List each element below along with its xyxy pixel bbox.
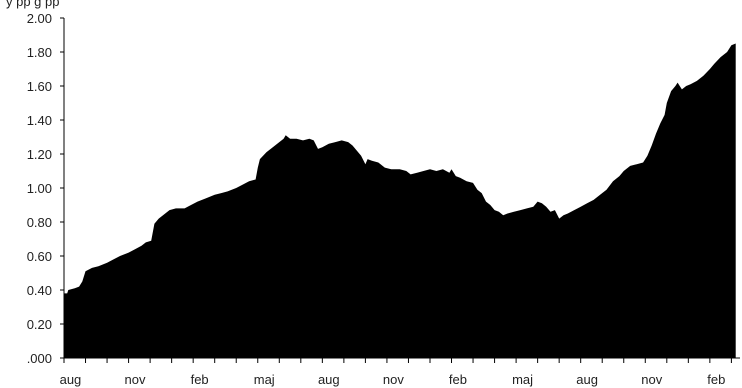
x-tick-label: maj bbox=[512, 372, 533, 387]
x-tick-label: aug bbox=[318, 372, 340, 387]
y-tick-label: 1.00 bbox=[27, 181, 52, 196]
y-tick-label: 0.80 bbox=[27, 215, 52, 230]
x-tick-label: feb bbox=[707, 372, 725, 387]
y-tick-label: 1.40 bbox=[27, 113, 52, 128]
y-tick-label: 0.40 bbox=[27, 283, 52, 298]
y-tick-label: 1.20 bbox=[27, 147, 52, 162]
area-series bbox=[64, 43, 736, 358]
y-tick-label: 1.60 bbox=[27, 79, 52, 94]
x-tick-label: nov bbox=[125, 372, 146, 387]
x-tick-label: nov bbox=[641, 372, 662, 387]
y-tick-label: 0.20 bbox=[27, 317, 52, 332]
x-tick-label: aug bbox=[60, 372, 82, 387]
y-tick-label: .000 bbox=[27, 351, 52, 366]
x-tick-label: maj bbox=[254, 372, 275, 387]
x-axis: augnovfebmajaugnovfebmajaugnovfebmajaugn… bbox=[60, 357, 740, 387]
y-tick-label: 0.60 bbox=[27, 249, 52, 264]
x-tick-label: feb bbox=[449, 372, 467, 387]
x-tick-label: nov bbox=[383, 372, 404, 387]
y-tick-label: 1.80 bbox=[27, 45, 52, 60]
x-tick-label: feb bbox=[191, 372, 209, 387]
x-tick-label: aug bbox=[576, 372, 598, 387]
y-tick-label: 2.00 bbox=[27, 11, 52, 26]
cropped-header-text: y pp g pp bbox=[6, 0, 60, 9]
y-axis: .000 0.20 0.40 0.60 0.80 1.00 1.20 1.40 1.60 1.80… bbox=[27, 11, 65, 366]
